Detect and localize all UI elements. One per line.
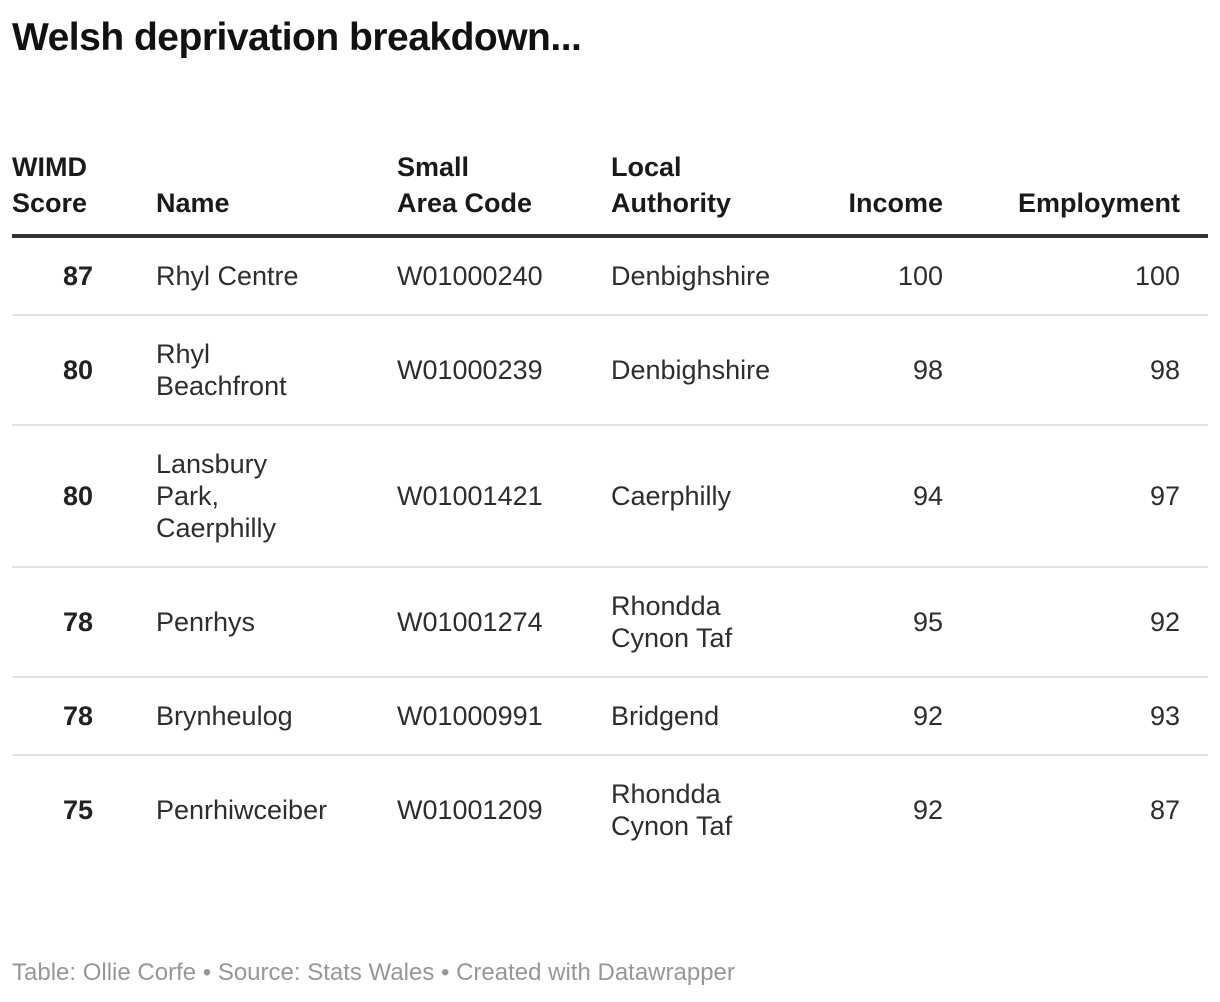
cell-name: Rhyl Beachfront [93,315,397,426]
cell-income: 98 [831,315,943,426]
cell-small-area-code: W01000240 [397,236,611,316]
cell-wimd-score: 80 [12,315,93,426]
cell-income: 92 [912,795,943,825]
column-header-income: Income [831,149,943,238]
cell-local-authority: Caerphilly [611,425,831,568]
column-header-name: Name [93,149,397,238]
cell-wimd-score: 80 [12,425,93,568]
cell-employment: 87 [1149,795,1180,825]
cell-local-authority: Rhondda Cynon Taf [611,779,733,841]
cell-employment: 97 [943,425,1208,568]
column-header-employment: Employment [943,149,1208,238]
table-row: 78 Penrhys W01001274 Rhondda Cynon Taf 9… [12,567,1208,678]
column-header-wimd-score: WIMD Score [12,149,93,238]
cell-small-area-code: W01001274 [397,567,611,678]
cell-income: 94 [831,425,943,568]
table-row: 80 Rhyl Beachfront W01000239 Denbighshir… [12,315,1208,426]
cell-local-authority: Bridgend [611,677,831,756]
cell-small-area-code: W01000991 [397,677,611,756]
cell-small-area-code: W01001209 [397,795,543,825]
page-title: Welsh deprivation breakdown... [12,16,582,59]
cell-income: 92 [831,677,943,756]
table-header-row: WIMD Score Name Small Area Code Local Au… [12,149,1208,238]
cell-name: Penrhys [93,567,397,678]
cell-income: 95 [831,567,943,678]
cell-local-authority: Denbighshire [611,236,831,316]
table-row: 80 Lansbury Park, Caerphilly W01001421 C… [12,425,1208,568]
cell-name: Penrhiwceiber [156,795,328,825]
cell-wimd-score: 87 [12,236,93,316]
table-row: 87 Rhyl Centre W01000240 Denbighshire 10… [12,236,1208,316]
cell-local-authority: Rhondda Cynon Taf [611,567,831,678]
cell-wimd-score: 78 [12,677,93,756]
cell-income: 100 [831,236,943,316]
column-header-local-authority: Local Authority [611,149,831,238]
cell-name: Rhyl Centre [93,236,397,316]
cell-employment: 92 [943,567,1208,678]
cell-name: Brynheulog [93,677,397,756]
cell-employment: 100 [943,236,1208,316]
cell-small-area-code: W01001421 [397,425,611,568]
attribution-footer: Table: Ollie Corfe • Source: Stats Wales… [12,959,735,986]
cell-name: Lansbury Park, Caerphilly [93,425,397,568]
cell-wimd-score: 78 [12,567,93,678]
table-row: 75 Penrhiwceiber W01001209 Rhondda Cynon… [12,755,1208,864]
cell-employment: 98 [943,315,1208,426]
column-header-small-area-code: Small Area Code [397,149,611,238]
deprivation-table: WIMD Score Name Small Area Code Local Au… [12,149,1208,864]
cell-local-authority: Denbighshire [611,315,831,426]
cell-wimd-score: 75 [62,795,93,825]
cell-small-area-code: W01000239 [397,315,611,426]
table-row: 78 Brynheulog W01000991 Bridgend 92 93 [12,677,1208,756]
cell-employment: 93 [943,677,1208,756]
